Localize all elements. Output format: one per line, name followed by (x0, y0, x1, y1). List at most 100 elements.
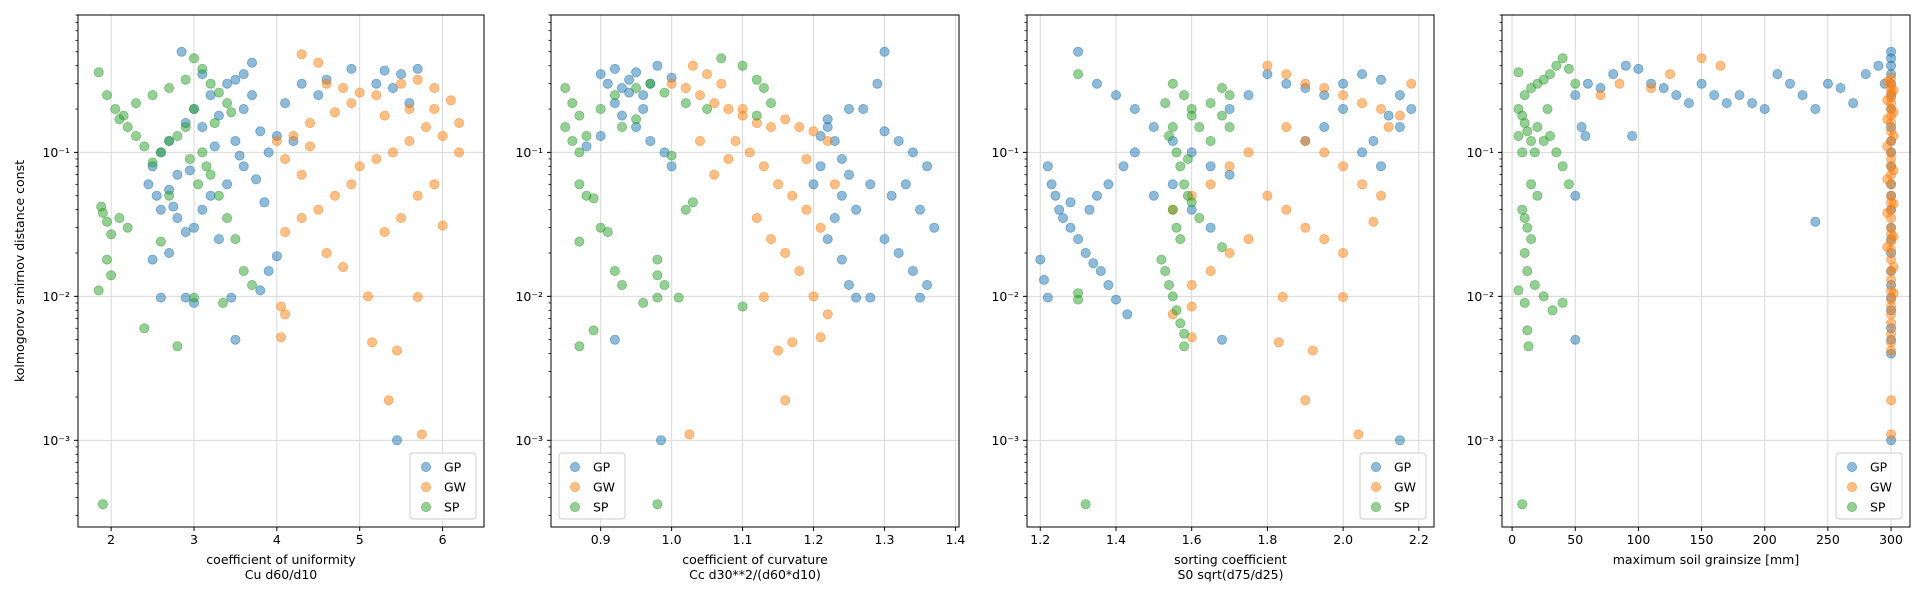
legend-box (409, 452, 477, 520)
data-point (396, 69, 407, 80)
data-point (1092, 190, 1103, 201)
data-point (97, 499, 108, 510)
x-tick-label: 250 (1816, 532, 1840, 547)
data-point (1545, 130, 1556, 141)
data-point (259, 197, 270, 208)
data-point (1300, 78, 1311, 89)
data-point (1073, 234, 1084, 245)
data-point (371, 78, 382, 89)
data-point (205, 78, 216, 89)
data-point (1179, 90, 1190, 101)
data-point (1886, 429, 1897, 440)
legend-box (558, 452, 626, 520)
data-point (1186, 279, 1197, 290)
data-point (709, 169, 720, 180)
series-SP (1513, 53, 1581, 510)
data-point (1526, 234, 1537, 245)
data-point (329, 107, 340, 118)
y-tick-label: 10⁻³ (42, 433, 70, 448)
x-tick-label: 50 (1567, 532, 1583, 547)
data-point (201, 161, 212, 172)
data-point (1532, 190, 1543, 201)
data-point (1538, 291, 1549, 302)
data-point (275, 301, 286, 312)
data-point (758, 83, 769, 94)
data-point (922, 279, 933, 290)
data-point (609, 63, 620, 74)
data-point (1873, 60, 1884, 71)
data-point (1224, 104, 1235, 115)
data-point (638, 297, 649, 308)
data-point (1073, 46, 1084, 57)
data-point (1205, 222, 1216, 233)
data-point (1570, 190, 1581, 201)
data-point (687, 60, 698, 71)
data-point (1205, 265, 1216, 276)
data-point (1194, 212, 1205, 223)
data-point (209, 141, 220, 152)
data-point (275, 332, 286, 343)
data-point (217, 297, 228, 308)
data-point (172, 212, 183, 223)
data-point (1835, 83, 1846, 94)
data-point (114, 212, 125, 223)
data-point (1148, 190, 1159, 201)
data-point (1860, 69, 1871, 80)
data-point (1734, 90, 1745, 101)
data-point (851, 292, 862, 303)
data-point (1582, 78, 1593, 89)
data-point (429, 104, 440, 115)
data-point (1394, 122, 1405, 133)
data-point (1785, 78, 1796, 89)
data-point (766, 122, 777, 133)
y-tick-label: 10⁻³ (1466, 433, 1494, 448)
subplot-4: 0 50 100 150 200 250 300 10⁻³ 10⁻² 10⁻¹ maximum so… (1466, 14, 1911, 567)
data-point (321, 247, 332, 258)
data-point (1886, 274, 1897, 285)
data-point (412, 63, 423, 74)
data-point (631, 83, 642, 94)
data-point (1886, 309, 1897, 320)
data-point (1243, 90, 1254, 101)
data-point (1262, 60, 1273, 71)
data-point (1103, 279, 1114, 290)
data-point (329, 190, 340, 201)
y-tick-label: 10⁻¹ (42, 145, 70, 160)
data-point (1042, 292, 1053, 303)
data-point (1394, 110, 1405, 121)
data-point (1658, 83, 1669, 94)
data-point (304, 141, 315, 152)
data-point (1167, 291, 1178, 302)
data-point (1171, 147, 1182, 158)
data-point (280, 98, 291, 109)
data-point (1281, 69, 1292, 80)
data-point (346, 98, 357, 109)
data-point (702, 69, 713, 80)
data-point (193, 179, 204, 190)
x-tick-label: 100 (1626, 532, 1650, 547)
data-point (1243, 234, 1254, 245)
data-point (387, 83, 398, 94)
legend-label-SP: SP (1394, 500, 1410, 515)
legend-marker-GW (420, 481, 431, 492)
data-point (794, 265, 805, 276)
data-point (893, 135, 904, 146)
x-axis-label: S0 sqrt(d75/d25) (1178, 567, 1284, 582)
data-point (1551, 147, 1562, 158)
legend-label-GW: GW (593, 480, 615, 495)
data-point (437, 130, 448, 141)
legend-label-GW: GW (1870, 480, 1892, 495)
data-point (1319, 147, 1330, 158)
data-point (97, 207, 108, 218)
data-point (1054, 204, 1065, 215)
data-point (313, 204, 324, 215)
data-point (822, 309, 833, 320)
data-point (288, 130, 299, 141)
data-point (723, 104, 734, 115)
data-point (915, 204, 926, 215)
data-point (1576, 122, 1587, 133)
series-SP (93, 53, 257, 510)
data-point (1797, 90, 1808, 101)
data-point (379, 110, 390, 121)
data-point (155, 147, 166, 158)
